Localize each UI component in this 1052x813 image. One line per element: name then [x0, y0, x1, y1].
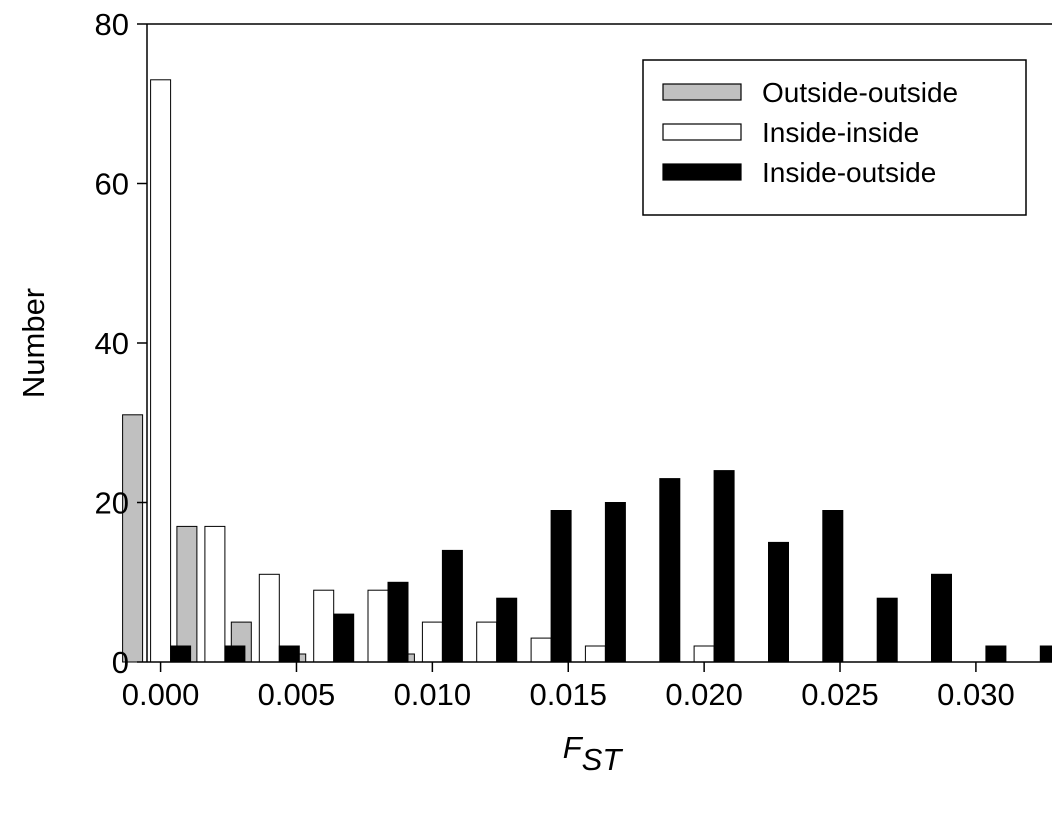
y-ticks-group: 0 20 40 60 80 — [95, 7, 147, 680]
bar-inside-outside-13 — [876, 597, 898, 663]
y-axis-title: Number — [16, 288, 51, 398]
y-tick-label-1: 20 — [95, 486, 129, 521]
bar-inside-inside-1 — [204, 525, 226, 663]
x-ticks-group: 0.000 0.005 0.010 0.015 0.020 0.025 0.030 — [122, 662, 1015, 712]
bar-inside-outside-4 — [387, 581, 409, 663]
y-tick-label-2: 40 — [95, 326, 129, 361]
x-tick-label-6: 0.030 — [937, 677, 1015, 712]
bar-inside-inside-2 — [258, 573, 280, 663]
x-axis-title-subscript: ST — [582, 742, 624, 777]
legend-label-1: Inside-inside — [762, 117, 919, 148]
bar-inside-inside-10 — [693, 645, 715, 663]
legend-label-2: Inside-outside — [762, 157, 936, 188]
x-tick-label-0: 0.000 — [122, 677, 200, 712]
bar-inside-outside-10 — [713, 470, 735, 663]
bar-inside-outside-1 — [224, 645, 246, 663]
bar-inside-inside-6 — [476, 621, 498, 663]
x-tick-label-2: 0.010 — [394, 677, 472, 712]
legend-swatch-2 — [662, 163, 742, 181]
bar-inside-outside-12 — [822, 510, 844, 663]
legend: Outside-outside Inside-inside Inside-outsi… — [642, 59, 1027, 216]
x-tick-label-1: 0.005 — [258, 677, 336, 712]
bar-inside-inside-4 — [367, 589, 389, 663]
legend-swatch-0 — [662, 83, 742, 101]
bar-inside-outside-5 — [441, 549, 463, 663]
bar-inside-outside-0 — [170, 645, 192, 663]
y-tick-label-3: 60 — [95, 167, 129, 202]
bar-inside-outside-16 — [1039, 645, 1052, 663]
legend-label-0: Outside-outside — [762, 77, 958, 108]
bar-inside-outside-7 — [550, 510, 572, 663]
y-tick-label-0: 0 — [112, 645, 129, 680]
bar-inside-outside-3 — [333, 613, 355, 663]
x-tick-label-5: 0.025 — [801, 677, 879, 712]
bar-inside-inside-8 — [584, 645, 606, 663]
bar-inside-outside-2 — [278, 645, 300, 663]
bars-group — [122, 79, 1052, 663]
bar-outside-outside-1 — [176, 525, 198, 663]
y-tick-label-4: 80 — [95, 7, 129, 42]
x-tick-label-3: 0.015 — [529, 677, 607, 712]
bar-inside-outside-11 — [768, 541, 789, 663]
bar-inside-inside-3 — [313, 589, 335, 663]
legend-swatch-1 — [662, 123, 742, 141]
bar-inside-inside-5 — [421, 621, 443, 663]
bar-inside-outside-15 — [985, 645, 1007, 663]
bar-outside-outside-0 — [122, 414, 144, 663]
bar-inside-outside-6 — [496, 597, 518, 663]
x-axis-title: FST — [563, 730, 624, 777]
x-tick-label-4: 0.020 — [665, 677, 743, 712]
bar-inside-inside-7 — [530, 637, 552, 663]
bar-inside-outside-8 — [604, 502, 626, 663]
bar-inside-outside-9 — [659, 478, 681, 663]
bar-inside-outside-14 — [931, 573, 952, 663]
x-axis-title-main: F — [563, 730, 584, 765]
bar-inside-inside-0 — [150, 79, 172, 663]
